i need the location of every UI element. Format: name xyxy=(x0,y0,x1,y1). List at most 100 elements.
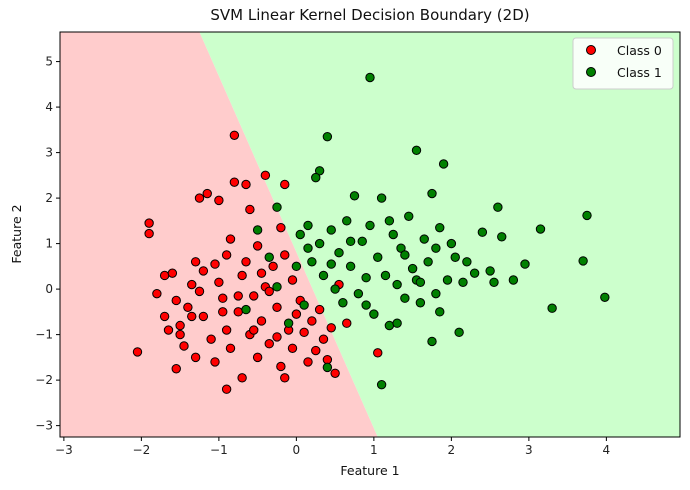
point-class-1 xyxy=(349,191,360,201)
point-class-1 xyxy=(388,229,398,240)
point-class-0 xyxy=(206,334,216,344)
legend-label-class-1: Class 1 xyxy=(617,65,662,80)
point-class-1 xyxy=(345,236,356,247)
point-class-0 xyxy=(291,309,302,319)
point-class-1 xyxy=(435,307,445,317)
point-class-1 xyxy=(454,327,464,338)
point-class-0 xyxy=(159,311,170,322)
point-class-1 xyxy=(431,243,441,253)
point-class-1 xyxy=(283,318,294,328)
point-class-0 xyxy=(198,311,209,322)
point-class-1 xyxy=(299,300,309,310)
point-class-0 xyxy=(190,257,201,267)
x-tick-label: −1 xyxy=(210,443,228,457)
point-class-0 xyxy=(245,204,255,215)
y-axis-label: Feature 2 xyxy=(9,204,24,263)
point-class-1 xyxy=(427,336,437,347)
point-class-0 xyxy=(179,341,189,351)
point-class-0 xyxy=(167,268,178,278)
point-class-1 xyxy=(520,259,530,269)
x-tick-label: 3 xyxy=(525,443,533,457)
point-class-0 xyxy=(256,268,267,278)
point-class-1 xyxy=(318,270,329,281)
point-class-0 xyxy=(229,177,240,187)
point-class-1 xyxy=(369,309,379,319)
point-class-1 xyxy=(241,304,251,315)
point-class-0 xyxy=(299,327,309,338)
point-class-0 xyxy=(342,318,352,328)
point-class-0 xyxy=(252,241,263,251)
point-class-0 xyxy=(210,259,220,269)
point-class-1 xyxy=(357,236,367,247)
point-class-1 xyxy=(535,224,546,234)
x-tick-label: −3 xyxy=(55,443,73,457)
point-class-0 xyxy=(194,286,205,297)
point-class-0 xyxy=(307,316,317,326)
point-class-0 xyxy=(276,222,286,233)
point-class-1 xyxy=(376,193,387,203)
point-class-0 xyxy=(272,332,282,342)
point-class-0 xyxy=(210,357,220,367)
point-class-0 xyxy=(225,343,236,353)
point-class-1 xyxy=(291,261,302,272)
point-class-1 xyxy=(489,277,499,287)
point-class-1 xyxy=(330,284,340,294)
point-class-1 xyxy=(392,318,402,328)
point-class-1 xyxy=(334,248,344,258)
point-class-1 xyxy=(272,282,282,292)
point-class-0 xyxy=(159,270,170,281)
y-tick-label: 4 xyxy=(45,100,53,114)
point-class-1 xyxy=(431,288,441,299)
point-class-1 xyxy=(311,172,321,183)
x-tick-label: 1 xyxy=(370,443,378,457)
point-class-0 xyxy=(249,291,259,301)
y-tick-label: 5 xyxy=(45,55,53,69)
point-class-0 xyxy=(237,270,247,281)
point-class-0 xyxy=(221,250,232,260)
point-class-0 xyxy=(218,293,228,303)
y-tick-label: −1 xyxy=(35,328,53,342)
point-class-0 xyxy=(214,195,224,206)
decision-region-class-0 xyxy=(60,32,378,437)
x-axis-label: Feature 1 xyxy=(340,463,399,478)
point-class-1 xyxy=(384,320,395,331)
point-class-1 xyxy=(380,270,391,281)
point-class-1 xyxy=(295,229,305,240)
point-class-1 xyxy=(365,220,375,231)
point-class-0 xyxy=(330,368,340,378)
point-class-1 xyxy=(338,298,348,308)
point-class-1 xyxy=(322,131,333,142)
legend-box xyxy=(572,37,674,90)
point-class-1 xyxy=(547,303,557,313)
point-class-1 xyxy=(442,275,453,285)
point-class-1 xyxy=(427,188,437,199)
point-class-0 xyxy=(225,234,236,244)
point-class-0 xyxy=(229,130,240,140)
point-class-1 xyxy=(450,252,460,262)
x-tick-label: 0 xyxy=(293,443,301,457)
point-class-0 xyxy=(218,307,228,317)
point-class-1 xyxy=(342,216,352,226)
point-class-1 xyxy=(446,238,457,249)
point-class-0 xyxy=(287,275,298,285)
point-class-1 xyxy=(469,268,480,278)
point-class-0 xyxy=(175,329,185,340)
point-class-0 xyxy=(187,311,197,322)
point-class-0 xyxy=(144,228,154,239)
point-class-1 xyxy=(415,277,426,287)
y-tick-label: 0 xyxy=(45,282,53,296)
point-class-1 xyxy=(314,238,325,249)
point-class-1 xyxy=(303,220,313,231)
scatter-points xyxy=(132,72,610,394)
chart-title: SVM Linear Kernel Decision Boundary (2D) xyxy=(210,6,529,24)
point-class-1 xyxy=(326,225,336,235)
point-class-0 xyxy=(202,188,212,199)
point-class-1 xyxy=(578,256,588,266)
point-class-1 xyxy=(458,277,468,287)
y-tick-label: 2 xyxy=(45,191,53,205)
point-class-1 xyxy=(462,257,472,267)
point-class-0 xyxy=(280,179,290,190)
point-class-1 xyxy=(326,259,336,269)
point-class-0 xyxy=(175,320,185,331)
